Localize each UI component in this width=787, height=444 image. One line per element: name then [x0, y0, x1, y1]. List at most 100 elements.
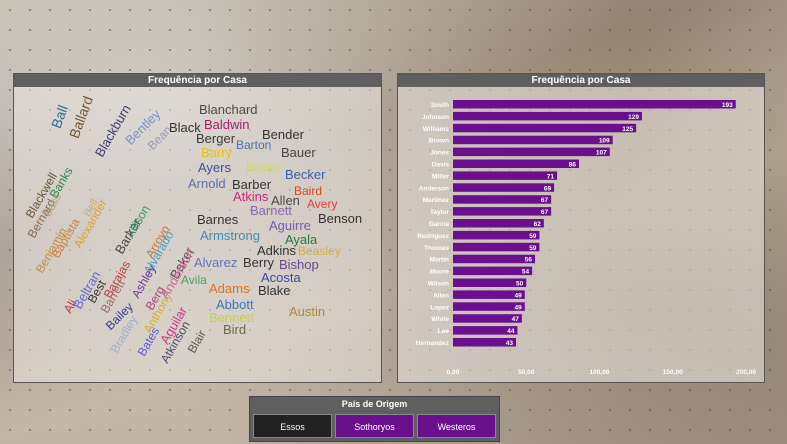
- bar[interactable]: [453, 159, 579, 169]
- bar[interactable]: [453, 100, 736, 109]
- bar-value-label: 59: [529, 233, 537, 240]
- bar-value-label: 107: [596, 150, 607, 157]
- x-tick-label: 0,00: [447, 369, 460, 376]
- wordcloud-word: Barton: [236, 138, 272, 152]
- wordcloud-word: Armstrong: [200, 228, 260, 243]
- bar-category-label: Anderson: [419, 185, 449, 192]
- slicer-option-sothoryos[interactable]: Sothoryos: [335, 414, 414, 438]
- slicer-option-essos[interactable]: Essos: [253, 414, 332, 438]
- wordcloud-word: Berger: [196, 131, 236, 146]
- wordcloud-word: Barber: [232, 177, 272, 192]
- bar-value-label: 62: [534, 221, 542, 228]
- bar-value-label: 193: [722, 102, 733, 109]
- x-tick-label: 150,00: [663, 369, 683, 376]
- bar[interactable]: [453, 171, 558, 180]
- wordcloud-word: Abbott: [216, 297, 254, 312]
- bar[interactable]: [453, 123, 637, 133]
- wordcloud-word: Barnett: [250, 203, 292, 218]
- bar[interactable]: [453, 195, 552, 204]
- wordcloud-word: Blanchard: [199, 102, 258, 117]
- bar-category-label: Taylor: [430, 209, 449, 216]
- bar-value-label: 49: [515, 292, 523, 299]
- bar-category-label: Davis: [432, 162, 450, 169]
- bar-value-label: 47: [512, 316, 520, 323]
- wordcloud-word: Bishop: [279, 257, 319, 272]
- bar-category-label: Martinez: [423, 197, 450, 204]
- bar-category-label: Allen: [433, 292, 449, 299]
- slicer-title: País de Origem: [341, 399, 408, 409]
- wordcloud-word: Adams: [209, 281, 250, 296]
- bar[interactable]: [453, 278, 527, 288]
- bar[interactable]: [453, 326, 518, 335]
- bar-category-label: Moore: [430, 269, 450, 276]
- wordcloud-area: Ball Ballard Blackburn Bentley Bean Black Blan…: [14, 88, 381, 381]
- wordcloud-word: Blake: [258, 283, 291, 298]
- bar-category-label: Martin: [430, 257, 450, 264]
- wordcloud-word: Berry: [243, 255, 275, 270]
- wordcloud-word: Bird: [223, 322, 247, 337]
- wordcloud-word: Beasley: [298, 244, 341, 258]
- bar-value-label: 50: [516, 281, 524, 288]
- bar[interactable]: [453, 314, 522, 323]
- bar-value-label: 67: [541, 197, 549, 204]
- wordcloud-word: Adkins: [257, 243, 297, 258]
- wordcloud-word: Barry: [201, 145, 233, 160]
- bar-value-label: 49: [515, 304, 523, 311]
- bar-category-label: Lopez: [430, 304, 450, 311]
- bar-value-label: 129: [628, 114, 639, 121]
- wordcloud-word: Acosta: [261, 270, 301, 285]
- bar[interactable]: [453, 135, 613, 145]
- wordcloud-word: Allen: [271, 193, 300, 208]
- x-tick-label: 200,00: [736, 369, 756, 376]
- wordcloud-word: Arnold: [188, 176, 226, 191]
- country-slicer[interactable]: País de Origem Essos Sothoryos Westeros: [249, 396, 500, 442]
- wordcloud-word: Bates: [134, 324, 163, 359]
- bar[interactable]: [453, 147, 610, 157]
- bar-value-label: 43: [506, 340, 514, 347]
- bar[interactable]: [453, 183, 555, 192]
- wordcloud-word: Ayers: [198, 160, 231, 175]
- bar-value-label: 56: [525, 257, 533, 264]
- bar-category-label: Hernandez: [416, 340, 450, 347]
- wordcloud-word: Avery: [307, 197, 338, 211]
- wordcloud-word: Bender: [262, 127, 304, 142]
- bar[interactable]: [453, 219, 544, 228]
- bar[interactable]: [453, 338, 516, 347]
- wordcloud-word: Baxter: [246, 160, 281, 174]
- wordcloud-word: Bauer: [281, 145, 316, 160]
- bar[interactable]: [453, 254, 536, 264]
- wordcloud-word: Austin: [289, 304, 326, 319]
- bar-category-label: Miller: [432, 173, 449, 180]
- bar[interactable]: [453, 207, 552, 216]
- bar[interactable]: [453, 302, 525, 311]
- bar-value-label: 59: [529, 245, 537, 252]
- bar-value-label: 125: [622, 126, 633, 133]
- wordcloud-word: Ballard: [65, 93, 96, 141]
- bar-category-label: Smith: [431, 102, 449, 109]
- bar[interactable]: [453, 290, 525, 299]
- wordcloud-word: Baldwin: [204, 117, 250, 132]
- wordcloud-word: Atkins: [233, 189, 269, 204]
- wordcloud-visual[interactable]: Frequência por Casa Ball Ballard Blackburn…: [13, 73, 382, 383]
- bar[interactable]: [453, 230, 540, 240]
- bar-value-label: 67: [541, 209, 549, 216]
- bar-value-label: 69: [544, 185, 552, 192]
- bar-category-label: White: [431, 316, 449, 323]
- bar[interactable]: [453, 111, 642, 121]
- wordcloud-title: Frequência por Casa: [14, 74, 381, 87]
- bar-category-label: Brown: [429, 138, 449, 145]
- wordcloud-word: Becker: [285, 167, 326, 182]
- bar-category-label: Garcia: [429, 221, 450, 228]
- slicer-option-westeros[interactable]: Westeros: [417, 414, 496, 438]
- bar[interactable]: [453, 242, 540, 252]
- bar-value-label: 44: [507, 328, 515, 335]
- bar-value-label: 54: [522, 269, 530, 276]
- wordcloud-word: Ball: [47, 102, 71, 131]
- wordcloud-word: Benson: [318, 211, 363, 226]
- x-tick-label: 50,00: [518, 369, 535, 376]
- wordcloud-word: Black: [169, 120, 201, 135]
- bar-chart-visual[interactable]: Frequência por Casa Smith 193 Johnson 129 Wi…: [397, 73, 765, 383]
- wordcloud-word: Aguirre: [269, 218, 311, 233]
- bar-category-label: Jones: [430, 150, 449, 157]
- bar[interactable]: [453, 266, 533, 276]
